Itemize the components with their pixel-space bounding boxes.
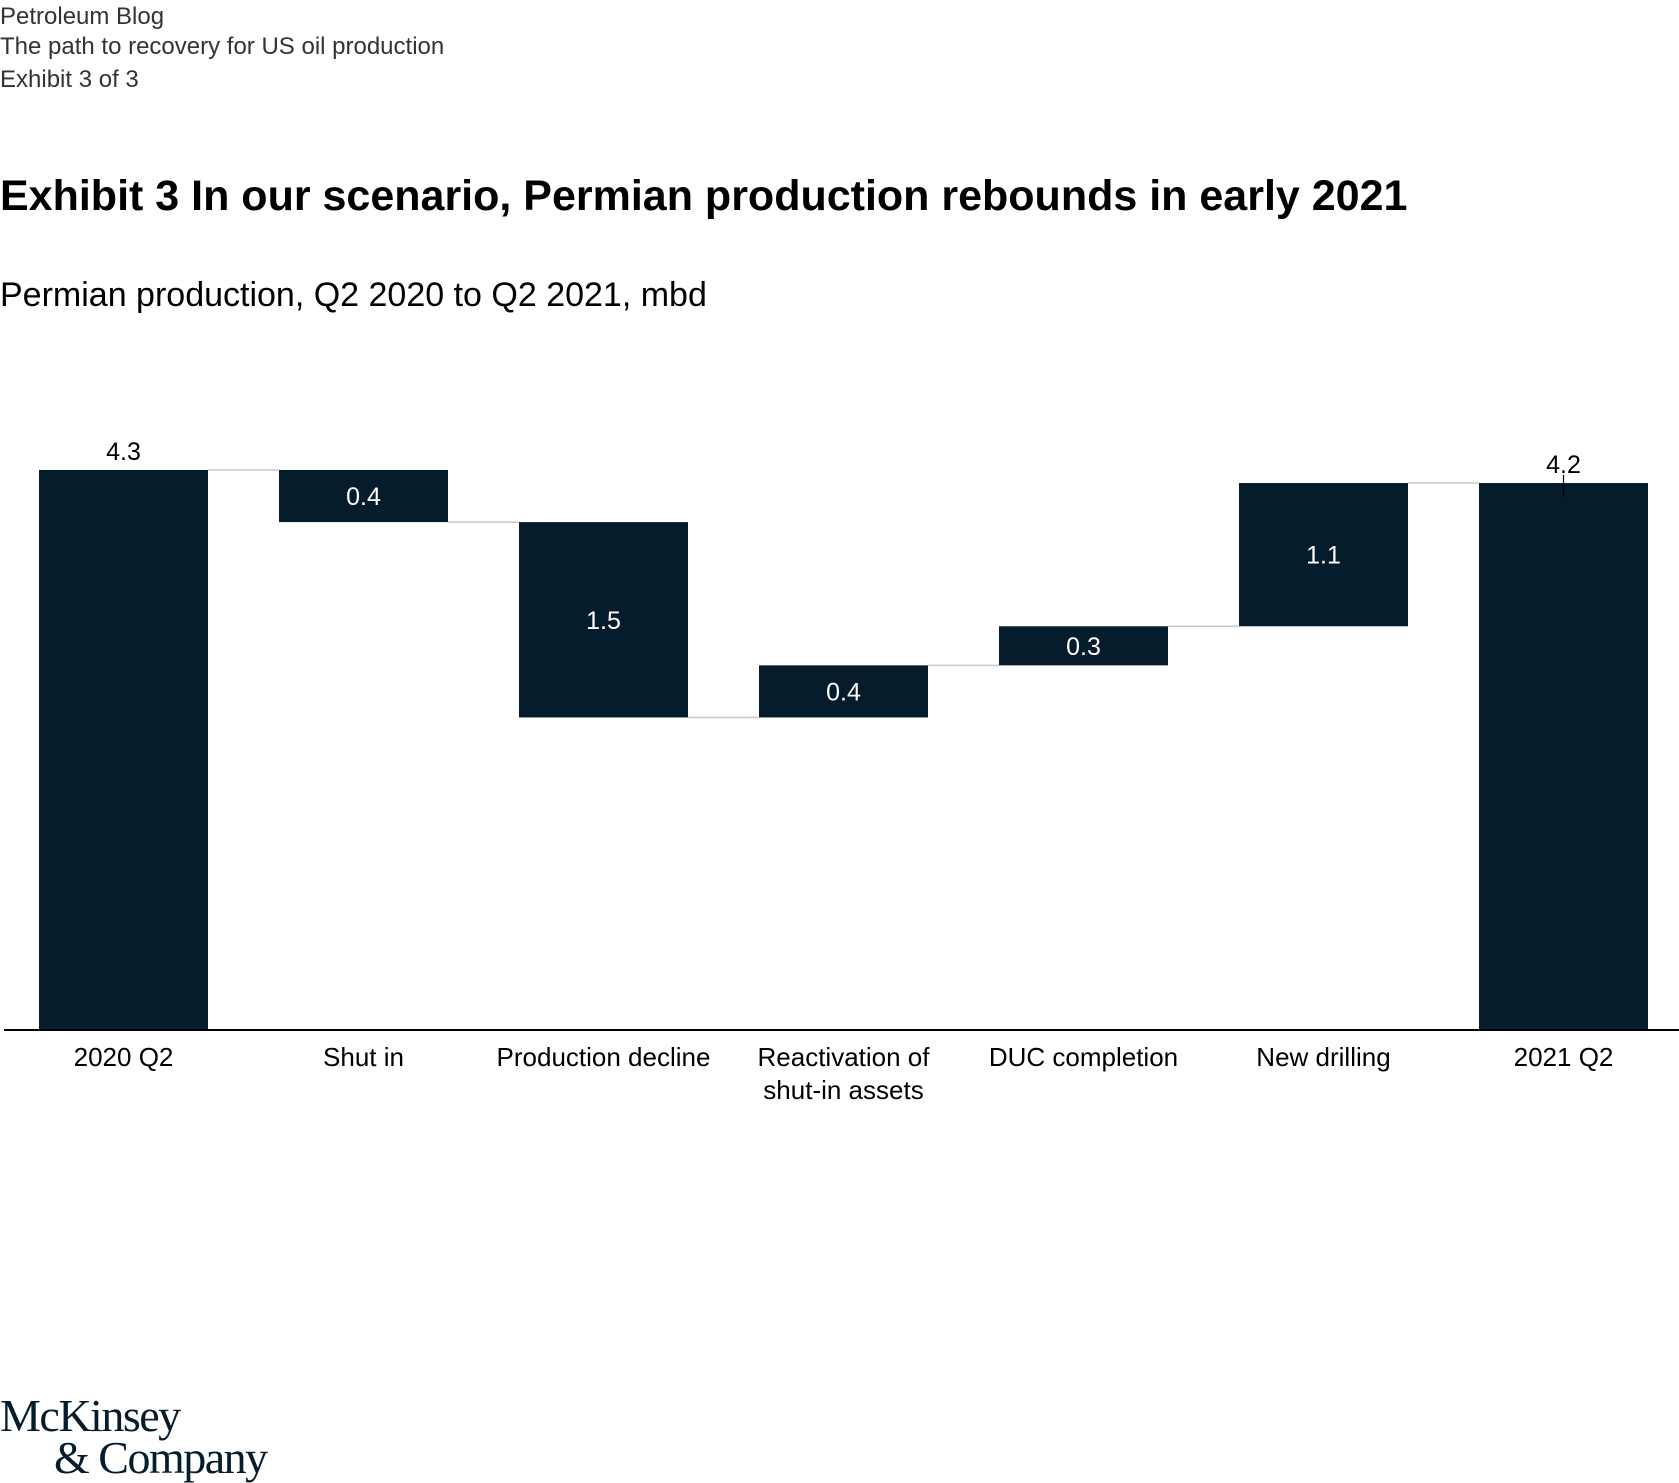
data-label: 0.4 — [826, 678, 861, 706]
category-label: New drilling — [1256, 1042, 1390, 1072]
category-label: Reactivation of — [758, 1042, 931, 1072]
category-label: 2020 Q2 — [74, 1042, 174, 1072]
bar-1 — [279, 470, 448, 523]
category-label: Shut in — [323, 1042, 404, 1072]
article-title: The path to recovery for US oil producti… — [0, 33, 445, 60]
category-label: DUC completion — [989, 1042, 1178, 1072]
category-label: Production decline — [497, 1042, 711, 1072]
data-label: 1.5 — [586, 607, 621, 635]
bar-6 — [1479, 483, 1648, 1030]
bar-2 — [519, 522, 688, 718]
logo-line-1: McKinsey — [0, 1390, 181, 1441]
bar-0 — [39, 470, 208, 1030]
data-label: 0.4 — [346, 483, 381, 511]
bar-3 — [759, 665, 928, 718]
exhibit-counter: Exhibit 3 of 3 — [0, 66, 139, 93]
category-label: 2021 Q2 — [1514, 1042, 1614, 1072]
waterfall-chart: 4.3 2020 Q2 0.4 Shut in 1.5 Production declin… — [4, 438, 1679, 1105]
bar-5 — [1239, 483, 1408, 627]
data-label: 0.3 — [1066, 633, 1101, 661]
data-label: 1.1 — [1306, 542, 1341, 570]
data-label: 4.3 — [106, 438, 141, 466]
category-label: shut-in assets — [763, 1075, 923, 1105]
data-label: 4.2 — [1546, 451, 1581, 479]
chart-subtitle: Permian production, Q2 2020 to Q2 2021, … — [0, 276, 707, 314]
blog-name: Petroleum Blog — [0, 3, 165, 30]
mckinsey-logo: McKinsey & Company — [0, 1390, 268, 1483]
bar-4 — [999, 626, 1168, 666]
logo-line-2: & Company — [54, 1432, 268, 1483]
chart-title: Exhibit 3 In our scenario, Permian produ… — [0, 172, 1408, 220]
